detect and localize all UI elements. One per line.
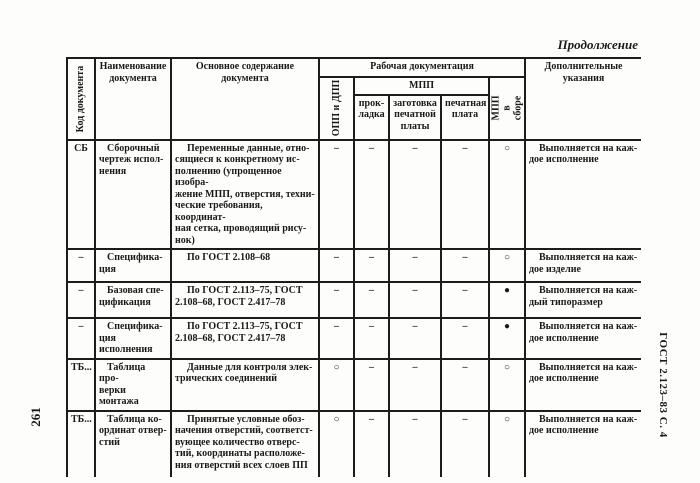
table-row: – Специфика- ция По ГОСТ 2.108–68 – – – … — [66, 248, 641, 283]
table-row: СБ Сборочный чертеж испол- нения Перемен… — [66, 138, 641, 250]
mark-cell-board: – — [440, 317, 490, 360]
header-mpp-board-cell: печатная плата — [440, 93, 490, 141]
header-opp-dpp-cell: ОПП и ДПП — [318, 76, 355, 141]
doc-content-cell: По ГОСТ 2.108–68 — [170, 248, 320, 283]
header-mpp-assembly-cell: МПП в сборе — [488, 76, 526, 141]
mark-cell-blank: – — [388, 317, 442, 360]
doc-name-cell: Сборочный чертеж испол- нения — [94, 138, 172, 250]
doc-code-cell: – — [66, 248, 96, 283]
doc-code-cell: – — [66, 317, 96, 360]
table-row: – Базовая спе- цификация По ГОСТ 2.113–7… — [66, 281, 641, 319]
mark-cell-blank: – — [388, 281, 442, 319]
doc-name-cell: Таблица про- верки монтажа — [94, 357, 172, 412]
mark-cell-board: – — [440, 281, 490, 319]
doc-code-cell: ТБ... — [66, 357, 96, 412]
notes-cell: Выполняется на каж- дое изделие — [524, 248, 641, 283]
mark-cell-assembly: ○ — [488, 248, 526, 283]
doc-name-cell: Специфика- ция исполнения — [94, 317, 172, 360]
mark-cell-assembly: ○ — [488, 357, 526, 412]
header-opp-dpp-label: ОПП и ДПП — [330, 79, 342, 137]
mark-cell-assembly: ○ — [488, 409, 526, 477]
mark-cell-layer: – — [353, 317, 390, 360]
header-code-cell: Код документа — [66, 57, 96, 141]
mark-cell-opp-dpp: ○ — [318, 409, 355, 477]
doc-content-cell: Принятые условные обоз- начения отверсти… — [170, 409, 320, 477]
header-content-cell: Основное содержание документа — [170, 57, 320, 141]
notes-cell: Выполняется на каж- дое исполнение — [524, 409, 641, 477]
doc-content-cell: По ГОСТ 2.113–75, ГОСТ 2.108–68, ГОСТ 2.… — [170, 281, 320, 319]
doc-content-cell: Данные для контроля элек- трических соед… — [170, 357, 320, 412]
header-mpp-assembly-label: МПП в сборе — [490, 95, 524, 121]
header-mpp-blank-cell: заготовка печатной платы — [388, 93, 442, 141]
document-table: Код документа Наименование документа Осн… — [66, 57, 641, 477]
mark-cell-assembly: ○ — [488, 138, 526, 250]
doc-name-cell: Таблица ко- ординат отвер- стий — [94, 409, 172, 477]
mark-cell-board: – — [440, 409, 490, 477]
mark-cell-opp-dpp: – — [318, 317, 355, 360]
mark-cell-opp-dpp: ○ — [318, 357, 355, 412]
table-row: ТБ... Таблица про- верки монтажа Данные … — [66, 357, 641, 412]
mark-cell-layer: – — [353, 248, 390, 283]
doc-name-cell: Базовая спе- цификация — [94, 281, 172, 319]
mark-cell-layer: – — [353, 357, 390, 412]
header-name-cell: Наименование документа — [94, 57, 172, 141]
header-notes-cell: Дополнительные указания — [524, 57, 641, 141]
notes-cell: Выполняется на каж- дое исполнение — [524, 138, 641, 250]
mark-cell-layer: – — [353, 138, 390, 250]
notes-cell: Выполняется на каж- дое исполнение — [524, 317, 641, 360]
mark-cell-board: – — [440, 138, 490, 250]
mark-cell-blank: – — [388, 357, 442, 412]
mark-cell-board: – — [440, 248, 490, 283]
mark-cell-assembly: ● — [488, 317, 526, 360]
mark-cell-board: – — [440, 357, 490, 412]
table-row: ТБ... Таблица ко- ординат отвер- стий Пр… — [66, 409, 641, 477]
mark-cell-opp-dpp: – — [318, 248, 355, 283]
header-mpp-cell: МПП — [353, 76, 490, 96]
mark-cell-opp-dpp: – — [318, 281, 355, 319]
mark-cell-layer: – — [353, 281, 390, 319]
notes-cell: Выполняется на каж- дый типоразмер — [524, 281, 641, 319]
header-code-label: Код документа — [75, 65, 86, 133]
doc-code-cell: СБ — [66, 138, 96, 250]
doc-content-cell: По ГОСТ 2.113–75, ГОСТ 2.108–68, ГОСТ 2.… — [170, 317, 320, 360]
page-number: 261 — [28, 407, 43, 427]
mark-cell-blank: – — [388, 409, 442, 477]
header-row-bottom: прок- ладка заготовка печатной платы печ… — [67, 93, 641, 141]
header-row-top: Код документа Наименование документа Осн… — [66, 57, 641, 141]
mark-cell-layer: – — [353, 409, 390, 477]
header-working-docs-cell: Рабочая документация — [318, 57, 526, 78]
mark-cell-blank: – — [388, 138, 442, 250]
doc-name-cell: Специфика- ция — [94, 248, 172, 283]
continuation-label: Продолжение — [557, 37, 638, 52]
doc-code-cell: – — [66, 281, 96, 319]
standard-number-label: ГОСТ 2.123–83 С. 4 — [657, 332, 669, 438]
table-row: – Специфика- ция исполнения По ГОСТ 2.11… — [66, 317, 641, 360]
doc-code-cell: ТБ... — [66, 409, 96, 477]
mark-cell-opp-dpp: – — [318, 138, 355, 250]
doc-content-cell: Переменные данные, отно- сящиеся к конкр… — [170, 138, 320, 250]
notes-cell: Выполняется на каж- дое исполнение — [524, 357, 641, 412]
mark-cell-assembly: ● — [488, 281, 526, 319]
header-mpp-layer-cell: прок- ладка — [353, 93, 390, 141]
mark-cell-blank: – — [388, 248, 442, 283]
